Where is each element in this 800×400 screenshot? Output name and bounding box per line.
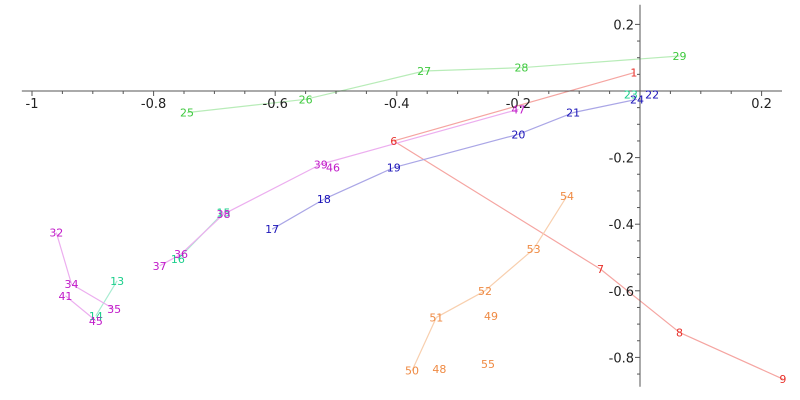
- point-label: 15: [217, 207, 231, 220]
- connection-line: [393, 133, 519, 169]
- point-label: 34: [65, 278, 79, 291]
- connection-line: [679, 331, 784, 380]
- y-tick-label: -0.6: [609, 285, 634, 300]
- x-tick-label: 0.2: [751, 97, 772, 112]
- connection-line: [71, 283, 115, 310]
- x-tick-label: -0.8: [141, 97, 166, 112]
- connection-lines: [55, 55, 784, 380]
- y-tick-label: -0.4: [609, 218, 634, 233]
- point-label: 7: [597, 263, 604, 276]
- connection-line: [55, 232, 73, 285]
- connection-line: [424, 67, 522, 72]
- connection-line: [180, 213, 224, 255]
- point-label: 51: [429, 311, 443, 324]
- point-label: 8: [676, 326, 683, 339]
- point-label: 54: [560, 190, 574, 203]
- point-label: 49: [484, 310, 498, 323]
- point-label: 50: [405, 365, 419, 378]
- connection-line: [186, 98, 306, 114]
- point-label: 53: [527, 243, 541, 256]
- point-label: 39: [314, 158, 328, 171]
- connection-line: [393, 140, 601, 270]
- point-label: 25: [180, 107, 194, 120]
- connection-line: [533, 195, 568, 250]
- point-label: 9: [779, 373, 786, 386]
- point-label: 1: [630, 67, 637, 80]
- connection-line: [521, 55, 680, 69]
- point-label: 35: [107, 303, 121, 316]
- connection-line: [305, 70, 425, 100]
- x-tick-label: -0.2: [506, 97, 531, 112]
- connection-line: [271, 198, 325, 230]
- connection-line: [320, 108, 519, 165]
- x-tick-label: -1: [26, 97, 39, 112]
- point-label: 23: [624, 88, 638, 101]
- point-label: 13: [110, 275, 124, 288]
- x-tick-label: -0.6: [263, 97, 288, 112]
- point-label: 36: [174, 248, 188, 261]
- connection-line: [95, 280, 118, 317]
- point-label: 18: [317, 193, 331, 206]
- connection-line: [159, 253, 182, 267]
- connection-line: [65, 295, 97, 322]
- point-label: 52: [478, 285, 492, 298]
- connection-line: [518, 112, 574, 135]
- point-label: 45: [89, 315, 103, 328]
- point-label: 38: [217, 208, 231, 221]
- point-label: 20: [511, 128, 525, 141]
- connection-line: [323, 167, 395, 200]
- connection-line: [484, 248, 534, 292]
- point-label: 6: [390, 135, 397, 148]
- point-label: 14: [89, 310, 103, 323]
- y-tick-label: -0.2: [609, 152, 634, 167]
- connection-line: [436, 290, 486, 318]
- point-label: 28: [514, 62, 528, 75]
- point-label: 48: [432, 363, 446, 376]
- point-label: 55: [481, 358, 495, 371]
- point-label: 17: [265, 223, 279, 236]
- point-label: 41: [58, 290, 72, 303]
- point-label: 21: [566, 107, 580, 120]
- connection-line: [223, 163, 322, 215]
- point-label: 24: [630, 93, 644, 106]
- point-label: 27: [417, 65, 431, 78]
- point-label: 16: [171, 253, 185, 266]
- axes: -1 -0.8 -0.6 -0.4 -0.2 0.2 0.2 -0.2 -0.4 -0.6 -0.8: [21, 4, 782, 387]
- point-label: 47: [511, 103, 525, 116]
- point-label: 32: [49, 227, 63, 240]
- point-label: 26: [299, 93, 313, 106]
- point-label: 19: [387, 162, 401, 175]
- point-label: 46: [326, 162, 340, 175]
- connection-line: [393, 72, 635, 142]
- y-tick-label: 0.2: [613, 18, 634, 33]
- point-label: 37: [153, 260, 167, 273]
- x-tick-label: -0.4: [384, 97, 409, 112]
- connection-line: [572, 98, 638, 114]
- y-tick-label: -0.8: [609, 351, 634, 366]
- point-label: 22: [645, 88, 659, 101]
- point-label: 29: [673, 50, 687, 63]
- connection-line: [411, 317, 437, 371]
